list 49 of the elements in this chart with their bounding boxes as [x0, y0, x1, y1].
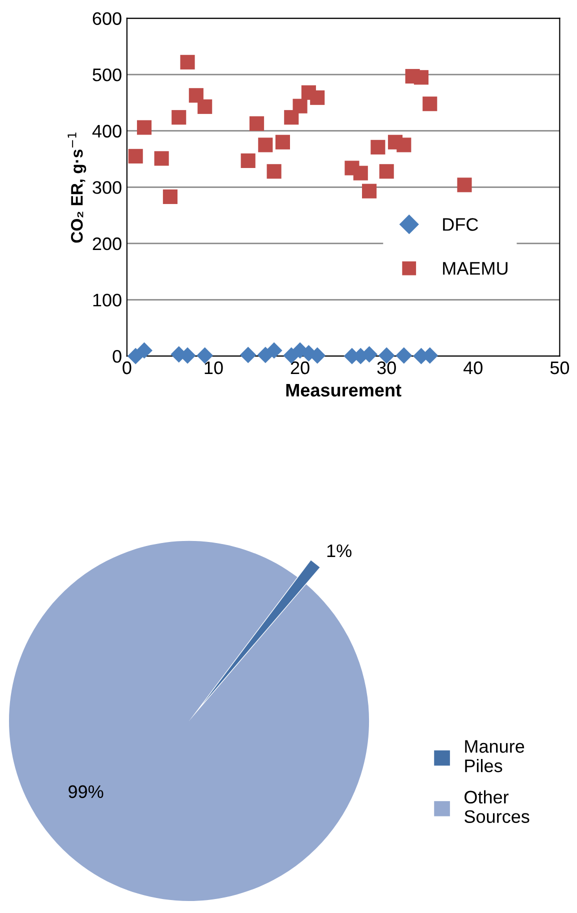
point — [180, 54, 195, 70]
point — [240, 346, 256, 364]
point — [422, 96, 438, 112]
point — [172, 110, 186, 125]
point — [249, 116, 264, 131]
point — [414, 70, 428, 85]
y-tick-label: 400 — [92, 124, 122, 138]
x-tick-label: 0 — [122, 361, 132, 374]
point — [240, 153, 256, 168]
y-tick-label: 200 — [92, 237, 122, 250]
data-label: 99% — [68, 785, 104, 798]
y-axis-title: CO₂ ER, g·s$^{−1}$ — [68, 132, 86, 243]
point — [310, 90, 325, 105]
point — [370, 140, 386, 154]
point — [292, 98, 308, 114]
y-tick-label: 0 — [112, 350, 122, 363]
point — [396, 138, 412, 152]
point — [457, 178, 472, 192]
x-tick-label: 10 — [204, 361, 223, 374]
point — [353, 166, 368, 180]
point — [136, 342, 152, 359]
y-tick-label: 600 — [92, 12, 122, 25]
x-tick-label: 50 — [550, 361, 570, 374]
x-tick-label: 40 — [464, 361, 482, 374]
legend-label: Other Sources — [464, 790, 530, 823]
point — [284, 110, 299, 125]
point — [198, 99, 212, 114]
point — [162, 189, 178, 204]
point — [362, 184, 377, 198]
point — [266, 342, 282, 359]
y-tick-label: 500 — [92, 68, 122, 82]
x-tick-label: 20 — [290, 361, 310, 374]
point — [379, 164, 394, 179]
point — [275, 134, 290, 150]
data-label: 1% — [327, 544, 352, 558]
point — [258, 138, 273, 152]
legend-label: Manure Piles — [465, 740, 524, 772]
legend-label: DFC — [443, 218, 478, 231]
x-axis-title: Measurement — [286, 384, 402, 397]
point — [188, 88, 204, 103]
point — [266, 164, 282, 179]
point — [128, 148, 143, 164]
x-tick-label: 30 — [377, 361, 396, 374]
point — [396, 347, 412, 364]
y-tick-label: 100 — [93, 294, 122, 306]
legend-label: MAEMU — [443, 262, 508, 275]
point — [154, 151, 169, 166]
y-tick-label: 300 — [92, 181, 122, 194]
point — [136, 120, 152, 135]
